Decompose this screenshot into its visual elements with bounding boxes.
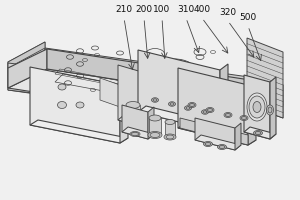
Ellipse shape <box>130 132 140 136</box>
Ellipse shape <box>153 99 157 101</box>
Ellipse shape <box>242 116 247 119</box>
Ellipse shape <box>152 98 158 102</box>
Ellipse shape <box>76 102 84 108</box>
Ellipse shape <box>190 104 194 106</box>
Polygon shape <box>30 120 128 143</box>
Text: 310: 310 <box>177 5 195 14</box>
Polygon shape <box>126 105 140 121</box>
Ellipse shape <box>165 119 175 124</box>
Polygon shape <box>247 92 283 118</box>
Ellipse shape <box>208 108 212 112</box>
Polygon shape <box>100 78 120 107</box>
Polygon shape <box>8 49 47 88</box>
Text: 500: 500 <box>239 13 256 22</box>
Polygon shape <box>247 38 283 118</box>
Text: 320: 320 <box>219 8 237 17</box>
Ellipse shape <box>240 116 248 120</box>
Polygon shape <box>118 115 148 127</box>
Polygon shape <box>138 50 220 132</box>
Ellipse shape <box>247 93 267 121</box>
Polygon shape <box>8 70 270 122</box>
Ellipse shape <box>131 132 139 136</box>
Text: 200: 200 <box>135 5 153 14</box>
Ellipse shape <box>202 110 208 114</box>
Polygon shape <box>47 49 283 105</box>
Polygon shape <box>138 106 228 132</box>
Polygon shape <box>120 80 128 143</box>
Polygon shape <box>180 118 248 145</box>
Ellipse shape <box>254 130 262 136</box>
Ellipse shape <box>218 144 226 150</box>
Ellipse shape <box>125 117 141 125</box>
Polygon shape <box>195 118 235 150</box>
Polygon shape <box>8 42 45 68</box>
Polygon shape <box>8 69 283 124</box>
Ellipse shape <box>148 132 162 138</box>
Polygon shape <box>235 123 241 150</box>
Polygon shape <box>142 67 148 127</box>
Ellipse shape <box>58 102 67 108</box>
Polygon shape <box>248 80 256 145</box>
Ellipse shape <box>184 106 191 110</box>
Text: 400: 400 <box>194 5 211 14</box>
Polygon shape <box>118 65 142 127</box>
Ellipse shape <box>150 132 160 138</box>
Ellipse shape <box>149 115 161 121</box>
Polygon shape <box>122 105 148 139</box>
Polygon shape <box>122 127 154 139</box>
Polygon shape <box>244 127 276 139</box>
Polygon shape <box>195 135 241 150</box>
Ellipse shape <box>186 107 190 109</box>
Polygon shape <box>8 63 270 122</box>
Text: 100: 100 <box>153 5 171 14</box>
Polygon shape <box>178 123 256 145</box>
Ellipse shape <box>164 134 176 140</box>
Polygon shape <box>30 67 120 143</box>
Polygon shape <box>8 42 45 90</box>
Polygon shape <box>178 68 248 145</box>
Polygon shape <box>45 48 270 102</box>
Ellipse shape <box>266 105 274 115</box>
Ellipse shape <box>170 103 174 105</box>
Ellipse shape <box>58 84 66 90</box>
Ellipse shape <box>188 102 196 108</box>
Ellipse shape <box>219 146 225 148</box>
Ellipse shape <box>128 118 139 124</box>
Ellipse shape <box>166 135 174 139</box>
Text: 210: 210 <box>116 5 133 14</box>
Ellipse shape <box>249 96 265 118</box>
Ellipse shape <box>126 102 140 108</box>
Polygon shape <box>244 75 270 139</box>
Ellipse shape <box>205 142 211 146</box>
Polygon shape <box>270 77 276 139</box>
Ellipse shape <box>268 107 272 113</box>
Polygon shape <box>148 107 154 139</box>
Polygon shape <box>220 64 228 132</box>
Ellipse shape <box>203 111 207 113</box>
Ellipse shape <box>206 108 214 112</box>
Ellipse shape <box>203 142 212 146</box>
Ellipse shape <box>224 112 232 117</box>
Polygon shape <box>165 122 175 137</box>
Polygon shape <box>149 118 161 135</box>
Ellipse shape <box>255 132 261 134</box>
Ellipse shape <box>169 102 176 106</box>
Ellipse shape <box>253 102 261 112</box>
Ellipse shape <box>226 114 230 116</box>
